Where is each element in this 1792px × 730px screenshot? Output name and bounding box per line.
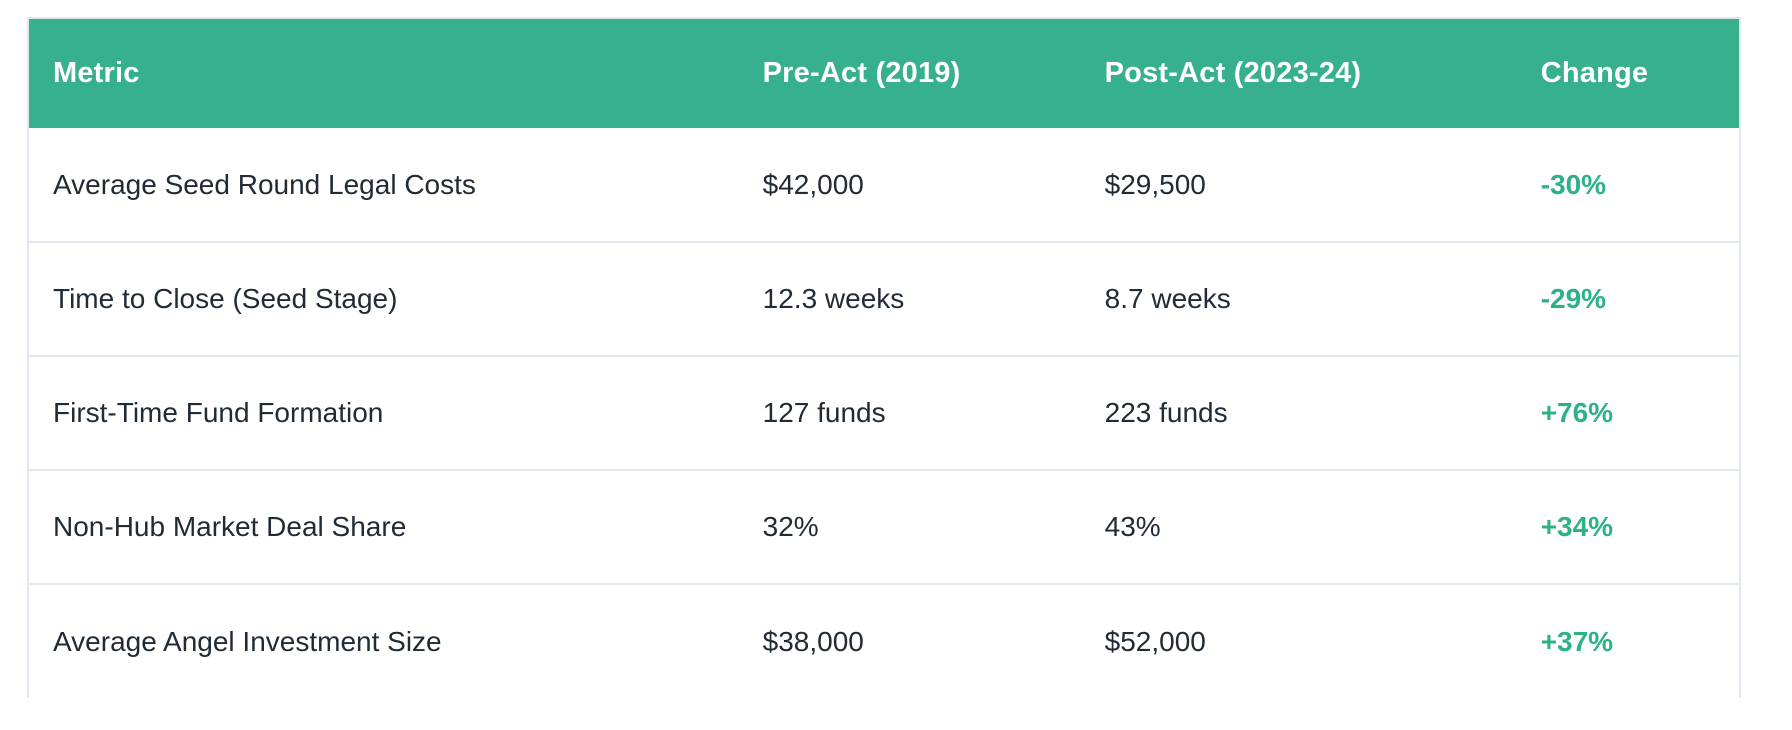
table-row: Time to Close (Seed Stage) 12.3 weeks 8.… [29,242,1739,357]
cell-metric: First-Time Fund Formation [29,356,739,471]
cell-change-value: +34% [1516,470,1739,585]
cell-change-value: +37% [1540,625,1614,657]
cell-post-act-value: $29,500 [1080,128,1517,243]
cell-pre-act-value: 12.3 weeks [738,242,1081,357]
column-header-change: Change [1516,19,1739,128]
cell-pre-act-value: $42,000 [738,128,1081,243]
cell-metric: Average Angel Investment Size [53,625,442,657]
cell-pre-act-value: $38,000 [762,625,864,657]
column-header-metric: Metric [29,19,739,128]
cell-metric: Average Seed Round Legal Costs [29,128,739,243]
column-header-pre-act: Pre-Act (2019) [738,19,1081,128]
table-row: Average Seed Round Legal Costs $42,000 $… [29,128,1739,243]
cell-post-act-value: $52,000 [1104,625,1206,657]
table-body: Average Seed Round Legal Costs $42,000 $… [29,128,1739,698]
cell-change-value: -29% [1516,242,1739,357]
cell-metric: Time to Close (Seed Stage) [29,242,739,357]
cell-pre-act-value: 32% [738,470,1081,585]
table-header: Metric Pre-Act (2019) Post-Act (2023-24)… [29,19,1739,128]
cell-post-act-value: 223 funds [1080,356,1517,471]
table-row: Non-Hub Market Deal Share 32% 43% +34% [29,470,1739,585]
cell-change-value: -30% [1516,128,1739,243]
cell-post-act-value: 43% [1080,470,1517,585]
cell-change-value: +76% [1516,356,1739,471]
cell-metric: Non-Hub Market Deal Share [29,470,739,585]
table-row: First-Time Fund Formation 127 funds 223 … [29,356,1739,471]
metrics-table: Metric Pre-Act (2019) Post-Act (2023-24)… [29,19,1739,698]
cell-post-act-value: 8.7 weeks [1080,242,1517,357]
table-row: Average Angel Investment Size $38,000 $5… [29,584,1739,698]
column-header-post-act: Post-Act (2023-24) [1080,19,1517,128]
cell-pre-act-value: 127 funds [738,356,1081,471]
metrics-table-card: Metric Pre-Act (2019) Post-Act (2023-24)… [27,17,1741,698]
header-row: Metric Pre-Act (2019) Post-Act (2023-24)… [29,19,1739,128]
